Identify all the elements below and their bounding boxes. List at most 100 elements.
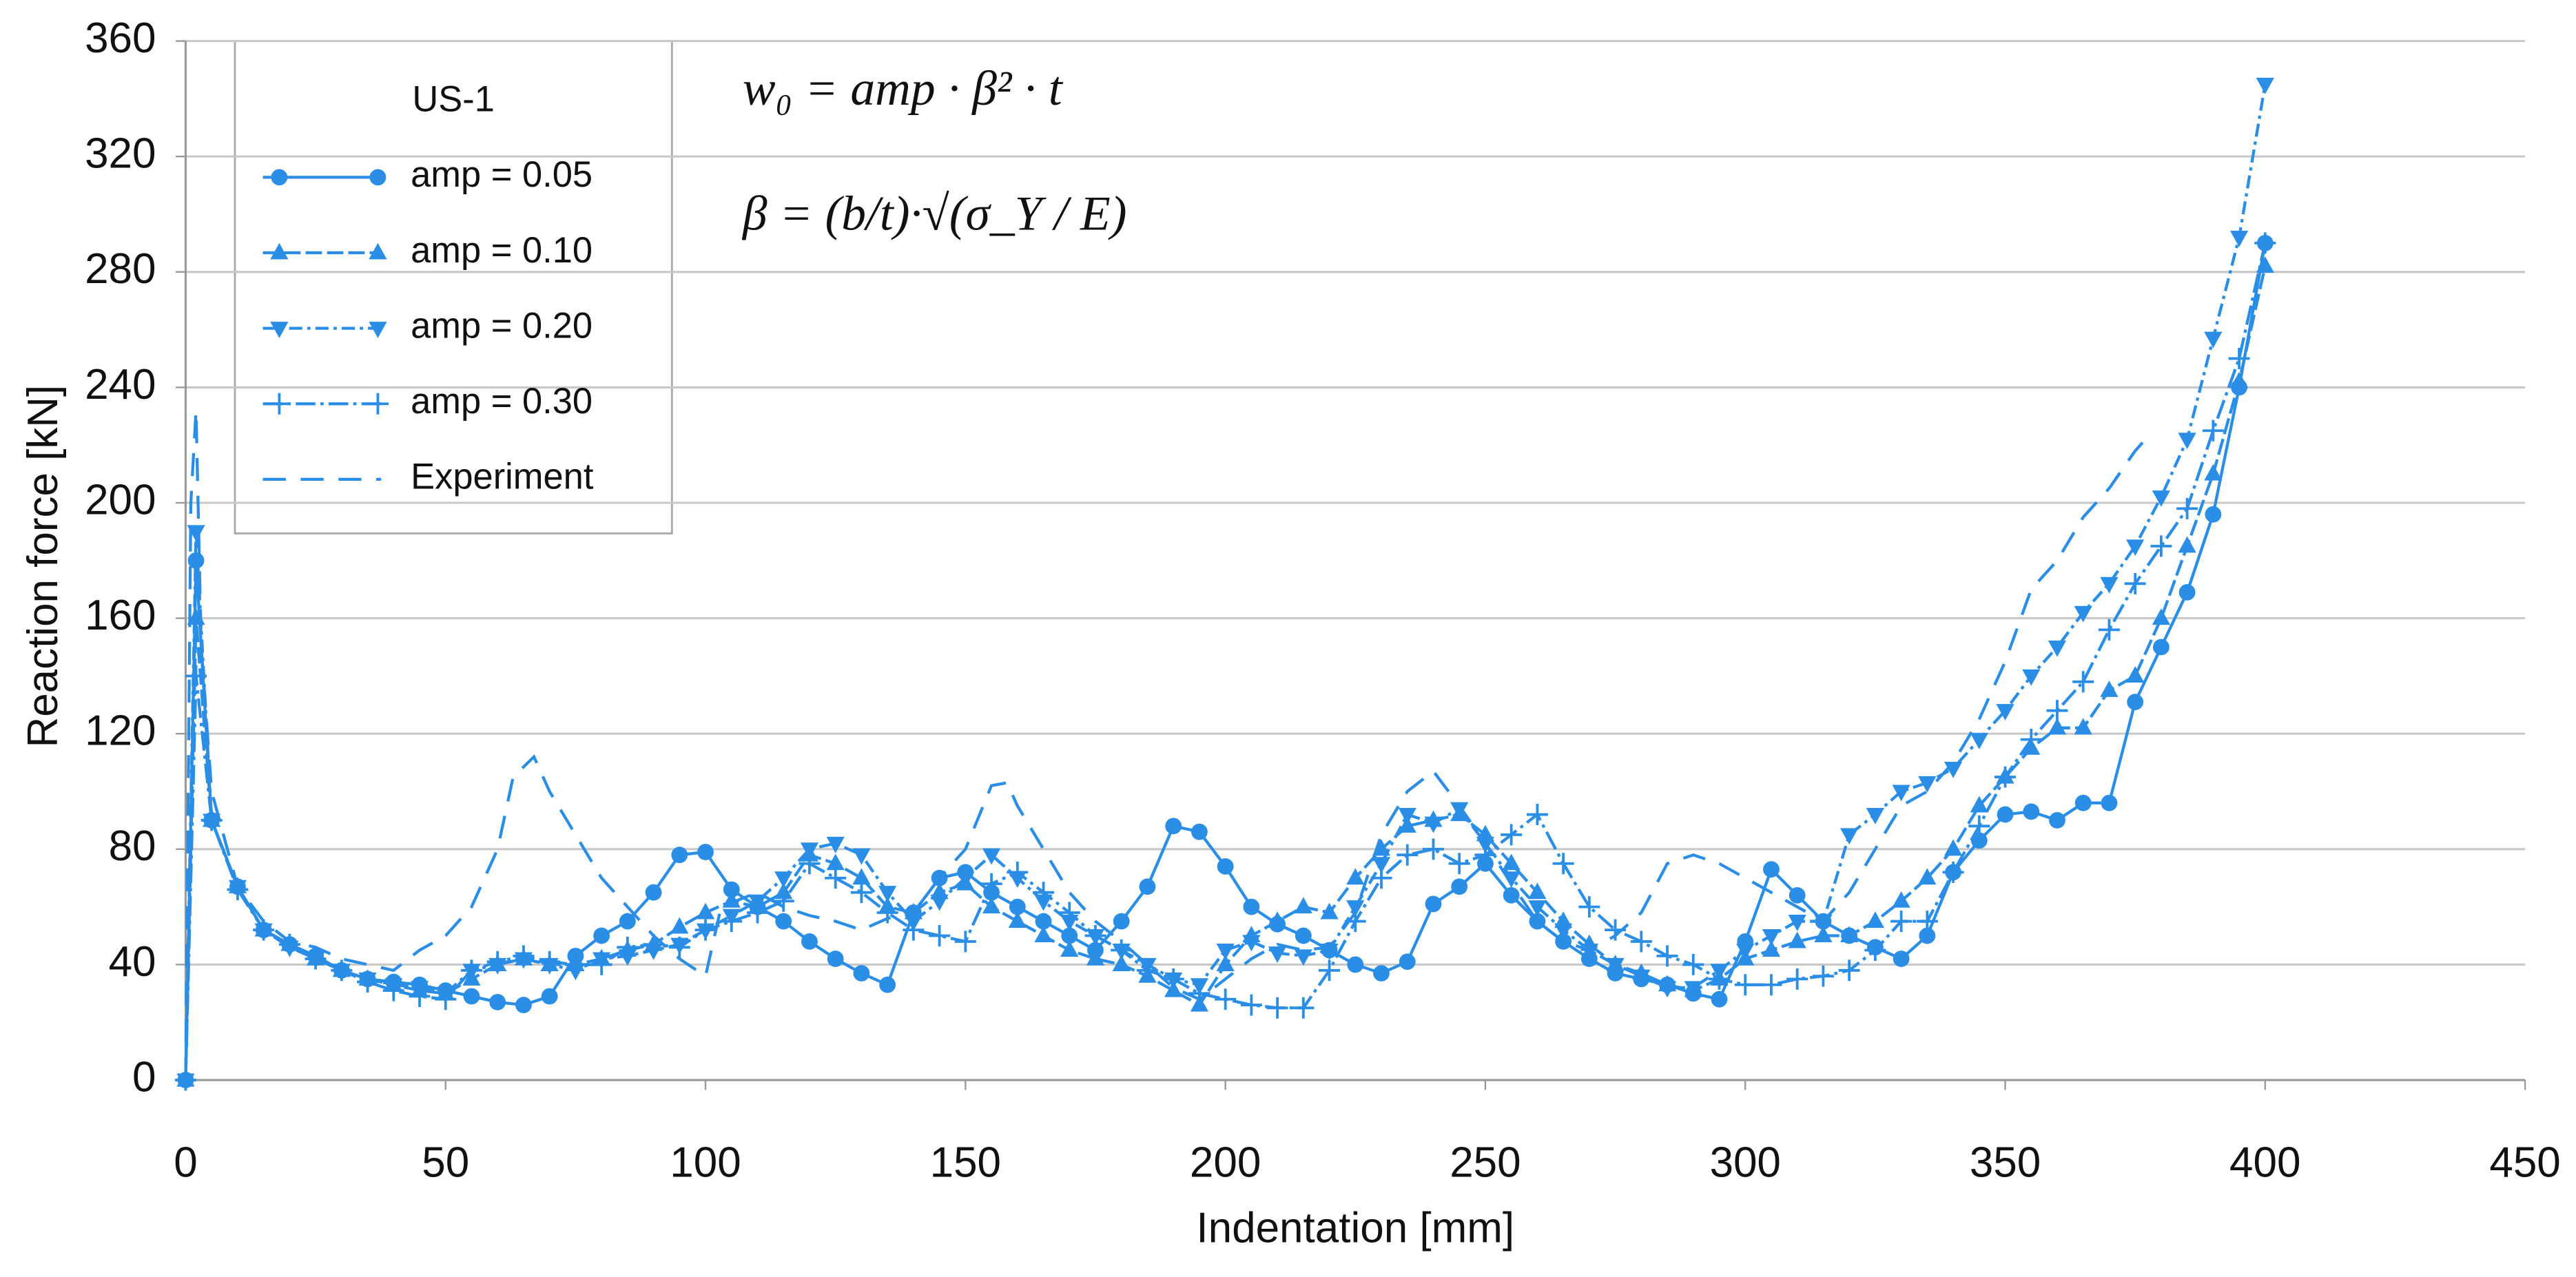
marker [980, 873, 1002, 895]
marker [1838, 959, 1860, 982]
marker [671, 847, 688, 864]
marker [2098, 619, 2120, 641]
marker [929, 925, 951, 947]
marker [1060, 940, 1079, 957]
legend-label: Experiment [411, 457, 594, 497]
marker [1266, 997, 1288, 1019]
marker [878, 886, 897, 902]
x-tick-label: 50 [422, 1139, 469, 1186]
marker [827, 951, 844, 967]
marker [1890, 911, 1913, 933]
marker [1734, 974, 1756, 996]
legend-marker [271, 169, 288, 186]
marker [513, 945, 535, 967]
marker [1398, 808, 1416, 824]
series-line [184, 242, 2267, 1081]
marker [1215, 988, 1237, 1010]
marker [1191, 823, 1208, 840]
marker [696, 902, 715, 920]
marker [200, 809, 223, 831]
marker [1034, 926, 1053, 943]
marker [2074, 794, 2092, 811]
marker [1372, 857, 1391, 874]
legend-marker [270, 322, 289, 338]
marker [1970, 796, 1988, 813]
marker [1007, 861, 1029, 883]
series-line [184, 242, 2267, 1081]
marker [541, 988, 558, 1005]
marker [852, 868, 871, 885]
marker [619, 913, 636, 930]
marker [1632, 969, 1651, 986]
x-tick-label: 150 [930, 1139, 1001, 1186]
marker [1840, 828, 1859, 845]
marker [1242, 935, 1261, 952]
marker [850, 882, 872, 904]
annotation: w₀ = amp · β² · t [743, 61, 1064, 116]
marker [645, 884, 662, 901]
marker [1630, 931, 1652, 953]
marker [331, 959, 353, 982]
marker [930, 894, 949, 911]
marker [2229, 230, 2249, 247]
marker [1008, 911, 1027, 928]
marker [1292, 997, 1315, 1019]
marker [2100, 681, 2119, 697]
marker [2204, 331, 2223, 349]
x-tick-label: 200 [1190, 1139, 1261, 1186]
marker [1503, 886, 1520, 904]
marker [853, 965, 870, 982]
marker [1944, 839, 1963, 856]
marker [1294, 949, 1312, 966]
marker [1216, 955, 1235, 971]
marker [1398, 816, 1416, 833]
marker [1501, 824, 1523, 846]
marker [1112, 955, 1131, 971]
series-line [184, 410, 2147, 1081]
marker [1814, 926, 1833, 943]
marker [253, 919, 275, 941]
marker [1684, 981, 1702, 998]
marker [1760, 974, 1782, 996]
marker [2202, 419, 2224, 442]
marker [2178, 583, 2196, 601]
marker [2254, 232, 2276, 254]
marker [590, 953, 612, 975]
marker [2152, 638, 2170, 656]
marker [382, 979, 404, 1001]
series-line [184, 84, 2267, 1081]
marker [435, 988, 457, 1010]
marker [1188, 982, 1210, 1004]
marker [2176, 497, 2198, 519]
marker [1084, 925, 1106, 947]
marker [305, 948, 327, 970]
marker [1346, 868, 1365, 885]
legend-marker [268, 393, 290, 415]
marker [1450, 802, 1469, 819]
marker [798, 853, 821, 875]
marker [1526, 804, 1548, 826]
marker [1578, 896, 1600, 918]
marker [1139, 878, 1156, 895]
marker [1840, 926, 1859, 943]
marker [772, 890, 794, 912]
marker [1111, 939, 1133, 961]
legend-marker [369, 322, 387, 338]
marker [1708, 968, 1730, 990]
marker [1995, 766, 2017, 788]
marker [722, 891, 741, 908]
marker [1552, 853, 1574, 875]
marker [826, 836, 845, 853]
marker [486, 951, 508, 973]
marker [1243, 898, 1260, 915]
y-tick-label: 240 [85, 361, 156, 408]
marker [2124, 572, 2146, 594]
marker [1268, 911, 1287, 928]
marker [1970, 733, 1988, 749]
marker [1970, 832, 1988, 849]
y-tick-label: 280 [85, 245, 156, 293]
marker [1373, 965, 1390, 982]
marker [1240, 994, 1262, 1016]
marker [1397, 844, 1419, 866]
y-tick-label: 80 [109, 822, 156, 870]
